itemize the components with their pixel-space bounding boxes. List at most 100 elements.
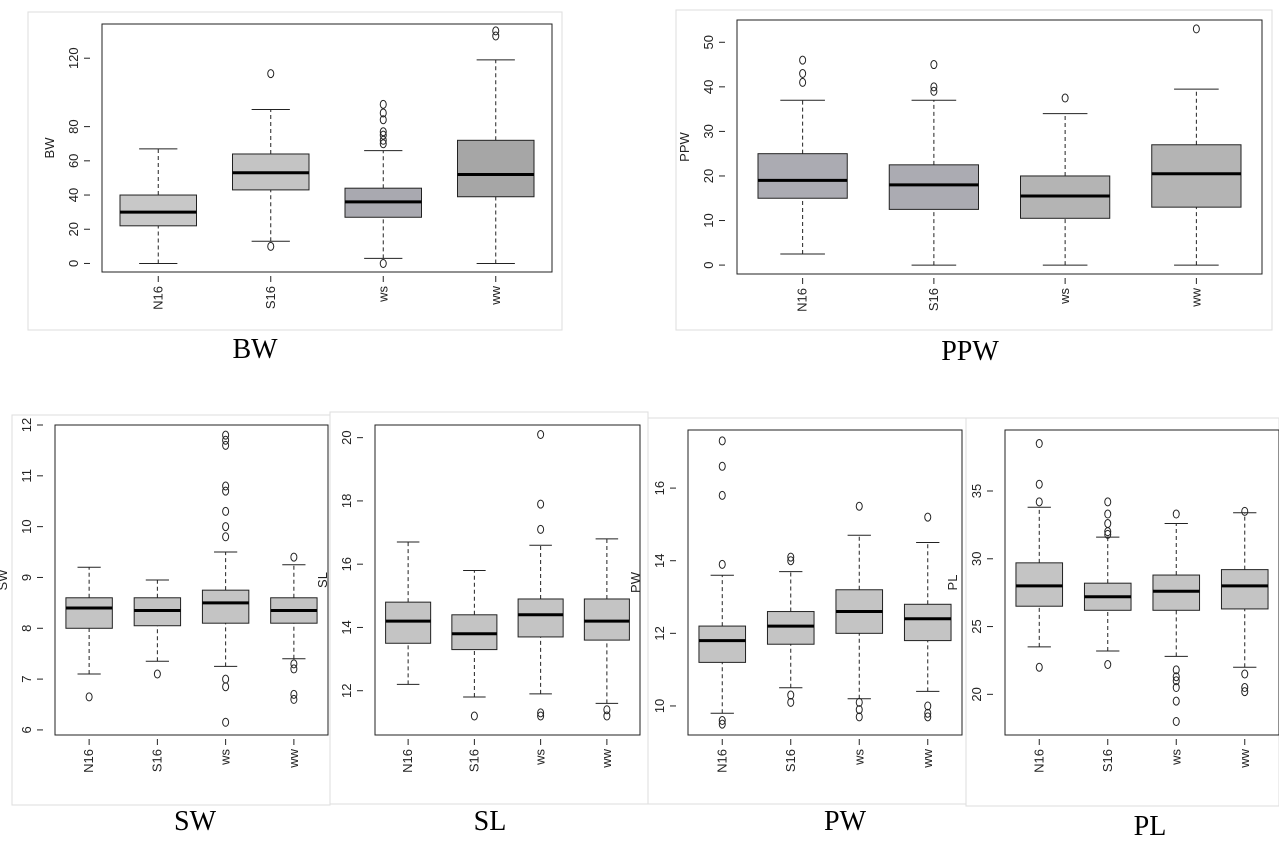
x-tick-label: N16 [81,749,96,773]
outlier [1062,94,1068,102]
x-tick-label: ws [1168,749,1183,766]
y-tick-label: 10 [652,699,667,713]
outlier [223,523,229,531]
y-tick-label: 50 [701,35,716,49]
outlier [1193,25,1199,33]
outlier [1242,507,1248,515]
outlier [800,69,806,77]
outlier [291,660,297,668]
y-tick-label: 40 [701,80,716,94]
y-tick-label: 9 [19,574,34,581]
box [758,154,847,199]
outlier [719,491,725,499]
x-tick-label: N16 [714,749,729,773]
caption: BW [232,334,278,365]
y-tick-label: 10 [19,519,34,533]
y-tick-label: 12 [339,683,354,697]
x-tick-label: S16 [149,749,164,772]
box [904,604,951,640]
panel-frame [966,418,1279,806]
outlier [719,560,725,568]
outlier [86,693,92,701]
x-tick-label: ws [851,749,866,766]
y-tick-label: 30 [969,552,984,566]
outlier [538,500,544,508]
x-tick-label: ww [1188,287,1203,307]
outlier [1036,440,1042,448]
y-tick-label: 14 [652,553,667,567]
outlier [1242,670,1248,678]
outlier [291,553,297,561]
outlier [925,513,931,521]
outlier [1036,663,1042,671]
figure: BWBW020406080120N16S16wswwPPWPPW01020304… [0,0,1279,846]
outlier [1105,661,1111,669]
box [699,626,746,662]
x-tick-label: N16 [795,288,810,312]
box [202,590,248,623]
outlier [719,437,725,445]
x-tick-label: S16 [263,286,278,309]
y-tick-label: 120 [66,47,81,69]
y-axis-label: PL [945,575,960,591]
box [1221,570,1268,609]
outlier [1036,480,1042,488]
outlier [268,242,274,250]
outlier [471,712,477,720]
caption: PL [1134,811,1167,842]
outlier [1105,498,1111,506]
y-tick-label: 16 [339,557,354,571]
y-tick-label: 30 [701,124,716,138]
x-tick-label: S16 [1100,749,1115,772]
outlier [223,533,229,541]
y-tick-label: 20 [66,222,81,236]
y-tick-label: 6 [19,726,34,733]
outlier [154,670,160,678]
y-axis-label: PW [628,571,643,593]
y-tick-label: 60 [66,154,81,168]
x-tick-label: N16 [400,749,415,773]
box [889,165,978,210]
y-tick-label: 12 [652,626,667,640]
y-tick-label: 7 [19,675,34,682]
y-tick-label: 14 [339,620,354,634]
y-tick-label: 8 [19,625,34,632]
caption: PW [824,806,867,837]
y-tick-label: 16 [652,481,667,495]
box [458,140,535,196]
y-tick-label: 40 [66,188,81,202]
plot-frame [375,425,640,735]
box [386,602,431,643]
x-tick-label: S16 [466,749,481,772]
outlier [223,675,229,683]
x-tick-label: N16 [1031,749,1046,773]
y-tick-label: 0 [66,260,81,267]
outlier [223,718,229,726]
outlier [223,431,229,439]
box [584,599,629,640]
outlier [856,502,862,510]
y-axis-label: SW [0,569,10,591]
outlier [931,61,937,69]
outlier [223,482,229,490]
outlier [268,70,274,78]
outlier [380,100,386,108]
outlier [800,56,806,64]
box [518,599,563,637]
x-tick-label: S16 [926,288,941,311]
x-tick-label: ww [599,748,614,768]
outlier [1105,520,1111,528]
y-axis-label: PPW [677,131,692,161]
box [120,195,197,226]
y-tick-label: 20 [339,430,354,444]
box [767,612,814,645]
x-tick-label: ww [920,748,935,768]
outlier [1173,510,1179,518]
y-tick-label: 20 [701,169,716,183]
x-tick-label: ws [218,749,233,766]
outlier [223,507,229,515]
box [452,615,497,650]
y-axis-label: BW [42,137,57,159]
x-tick-label: ws [533,749,548,766]
x-tick-label: ww [286,748,301,768]
